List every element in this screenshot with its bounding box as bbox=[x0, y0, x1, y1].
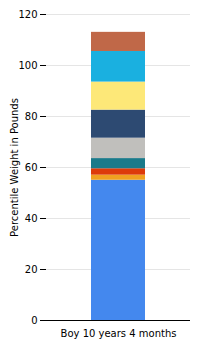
svg-text:Percentile Weight in Pounds: Percentile Weight in Pounds bbox=[9, 98, 20, 237]
svg-text:120: 120 bbox=[18, 9, 37, 20]
svg-text:0: 0 bbox=[31, 315, 37, 326]
svg-text:100: 100 bbox=[18, 60, 37, 71]
svg-text:40: 40 bbox=[25, 213, 38, 224]
svg-text:60: 60 bbox=[25, 162, 38, 173]
svg-text:20: 20 bbox=[25, 264, 38, 275]
svg-text:Boy 10 years 4 months: Boy 10 years 4 months bbox=[61, 328, 177, 339]
svg-text:80: 80 bbox=[25, 111, 38, 122]
